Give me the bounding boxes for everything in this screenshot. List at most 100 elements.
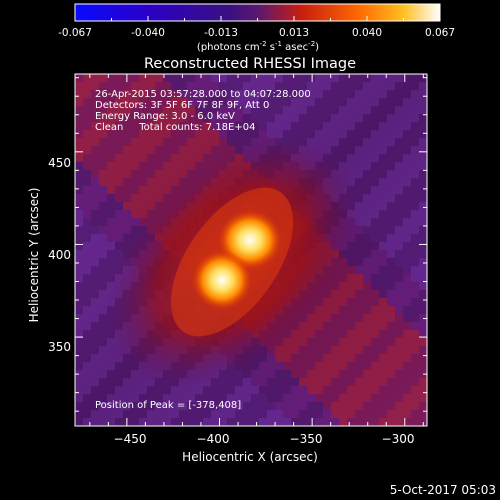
image-pixel	[371, 402, 379, 410]
image-pixel	[83, 178, 91, 186]
image-pixel	[75, 346, 83, 354]
image-pixel	[323, 346, 331, 354]
image-pixel	[83, 170, 91, 178]
image-pixel	[115, 218, 123, 226]
image-pixel	[171, 146, 179, 154]
image-pixel	[211, 106, 219, 114]
image-pixel	[355, 338, 363, 346]
image-pixel	[371, 242, 379, 250]
image-pixel	[195, 162, 203, 170]
image-pixel	[331, 402, 339, 410]
image-pixel	[203, 82, 211, 90]
image-pixel	[283, 354, 291, 362]
image-pixel	[131, 98, 139, 106]
image-pixel	[371, 194, 379, 202]
image-pixel	[203, 114, 211, 122]
image-pixel	[387, 370, 395, 378]
image-pixel	[203, 394, 211, 402]
image-pixel	[243, 386, 251, 394]
image-pixel	[411, 258, 419, 266]
image-pixel	[123, 170, 131, 178]
image-pixel	[275, 394, 283, 402]
image-pixel	[171, 410, 179, 418]
image-pixel	[259, 370, 267, 378]
image-pixel	[347, 290, 355, 298]
image-pixel	[75, 90, 83, 98]
image-pixel	[419, 154, 427, 162]
image-pixel	[155, 170, 163, 178]
image-pixel	[99, 410, 107, 418]
image-pixel	[395, 186, 403, 194]
image-pixel	[275, 130, 283, 138]
image-pixel	[99, 170, 107, 178]
image-pixel	[355, 194, 363, 202]
image-pixel	[163, 146, 171, 154]
image-pixel	[355, 218, 363, 226]
image-pixel	[379, 242, 387, 250]
image-pixel	[99, 362, 107, 370]
image-pixel	[123, 154, 131, 162]
image-pixel	[363, 146, 371, 154]
image-pixel	[171, 178, 179, 186]
image-pixel	[227, 402, 235, 410]
image-pixel	[195, 418, 203, 426]
image-pixel	[355, 274, 363, 282]
image-pixel	[267, 90, 275, 98]
image-pixel	[243, 74, 251, 82]
image-pixel	[91, 338, 99, 346]
image-pixel	[403, 202, 411, 210]
image-pixel	[371, 362, 379, 370]
image-pixel	[403, 290, 411, 298]
image-pixel	[211, 386, 219, 394]
image-pixel	[91, 234, 99, 242]
image-pixel	[131, 386, 139, 394]
image-pixel	[251, 402, 259, 410]
image-pixel	[227, 130, 235, 138]
image-pixel	[403, 114, 411, 122]
image-pixel	[411, 226, 419, 234]
image-pixel	[419, 274, 427, 282]
image-pixel	[227, 394, 235, 402]
image-pixel	[371, 154, 379, 162]
image-pixel	[339, 370, 347, 378]
image-pixel	[131, 162, 139, 170]
image-pixel	[75, 154, 83, 162]
image-pixel	[363, 98, 371, 106]
image-pixel	[363, 346, 371, 354]
image-pixel	[171, 106, 179, 114]
image-pixel	[363, 90, 371, 98]
image-pixel	[107, 258, 115, 266]
image-pixel	[91, 282, 99, 290]
image-pixel	[155, 410, 163, 418]
image-pixel	[83, 186, 91, 194]
image-pixel	[363, 218, 371, 226]
image-pixel	[403, 346, 411, 354]
image-pixel	[291, 394, 299, 402]
image-pixel	[339, 82, 347, 90]
image-pixel	[139, 82, 147, 90]
image-pixel	[411, 346, 419, 354]
image-pixel	[315, 386, 323, 394]
image-pixel	[299, 418, 307, 426]
image-pixel	[147, 194, 155, 202]
image-pixel	[371, 114, 379, 122]
image-pixel	[339, 266, 347, 274]
image-pixel	[331, 282, 339, 290]
colorbar-tick-label: 0.013	[279, 27, 309, 39]
image-pixel	[99, 298, 107, 306]
image-pixel	[403, 266, 411, 274]
image-pixel	[323, 418, 331, 426]
image-pixel	[75, 106, 83, 114]
image-pixel	[187, 114, 195, 122]
image-pixel	[331, 378, 339, 386]
image-pixel	[107, 242, 115, 250]
image-pixel	[123, 370, 131, 378]
image-pixel	[411, 90, 419, 98]
image-pixel	[403, 90, 411, 98]
image-pixel	[235, 90, 243, 98]
image-pixel	[99, 154, 107, 162]
image-pixel	[91, 98, 99, 106]
image-pixel	[147, 162, 155, 170]
image-pixel	[331, 98, 339, 106]
image-pixel	[123, 90, 131, 98]
